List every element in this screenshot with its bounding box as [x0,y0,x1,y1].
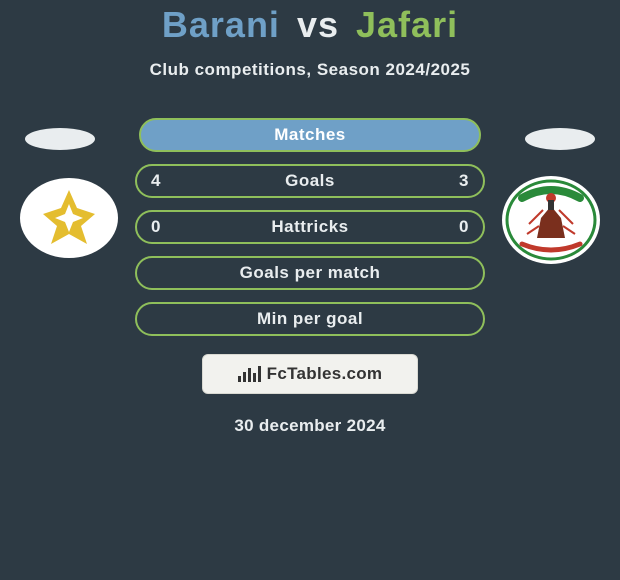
player-a-name: Barani [162,4,280,45]
club-crest-b [502,176,600,264]
subtitle: Club competitions, Season 2024/2025 [0,60,620,80]
stat-label: Goals [285,171,335,191]
stat-label: Min per goal [257,309,363,329]
source-badge-label: FcTables.com [267,364,383,384]
club-crest-b-icon [502,176,600,264]
stat-label: Hattricks [271,217,348,237]
stat-value-b: 3 [459,171,469,191]
date-label: 30 december 2024 [0,416,620,436]
bar-chart-icon [238,366,261,382]
stat-row: 0 Hattricks 0 [135,210,485,244]
stat-row: Goals per match [135,256,485,290]
stat-label: Matches [274,125,346,145]
vs-separator: vs [297,4,339,45]
stat-label: Goals per match [240,263,381,283]
comparison-infographic: Barani vs Jafari Club competitions, Seas… [0,0,620,580]
source-badge: FcTables.com [202,354,418,394]
player-b-name: Jafari [356,4,458,45]
stat-row: Min per goal [135,302,485,336]
stat-value-b: 0 [459,217,469,237]
player-b-head-placeholder [525,128,595,150]
player-a-head-placeholder [25,128,95,150]
stat-row: 4 Goals 3 [135,164,485,198]
page-title: Barani vs Jafari [0,0,620,46]
stat-row: Matches [139,118,481,152]
club-crest-a [20,178,118,258]
club-crest-a-icon [20,178,118,258]
stat-value-a: 4 [151,171,161,191]
stat-value-a: 0 [151,217,161,237]
